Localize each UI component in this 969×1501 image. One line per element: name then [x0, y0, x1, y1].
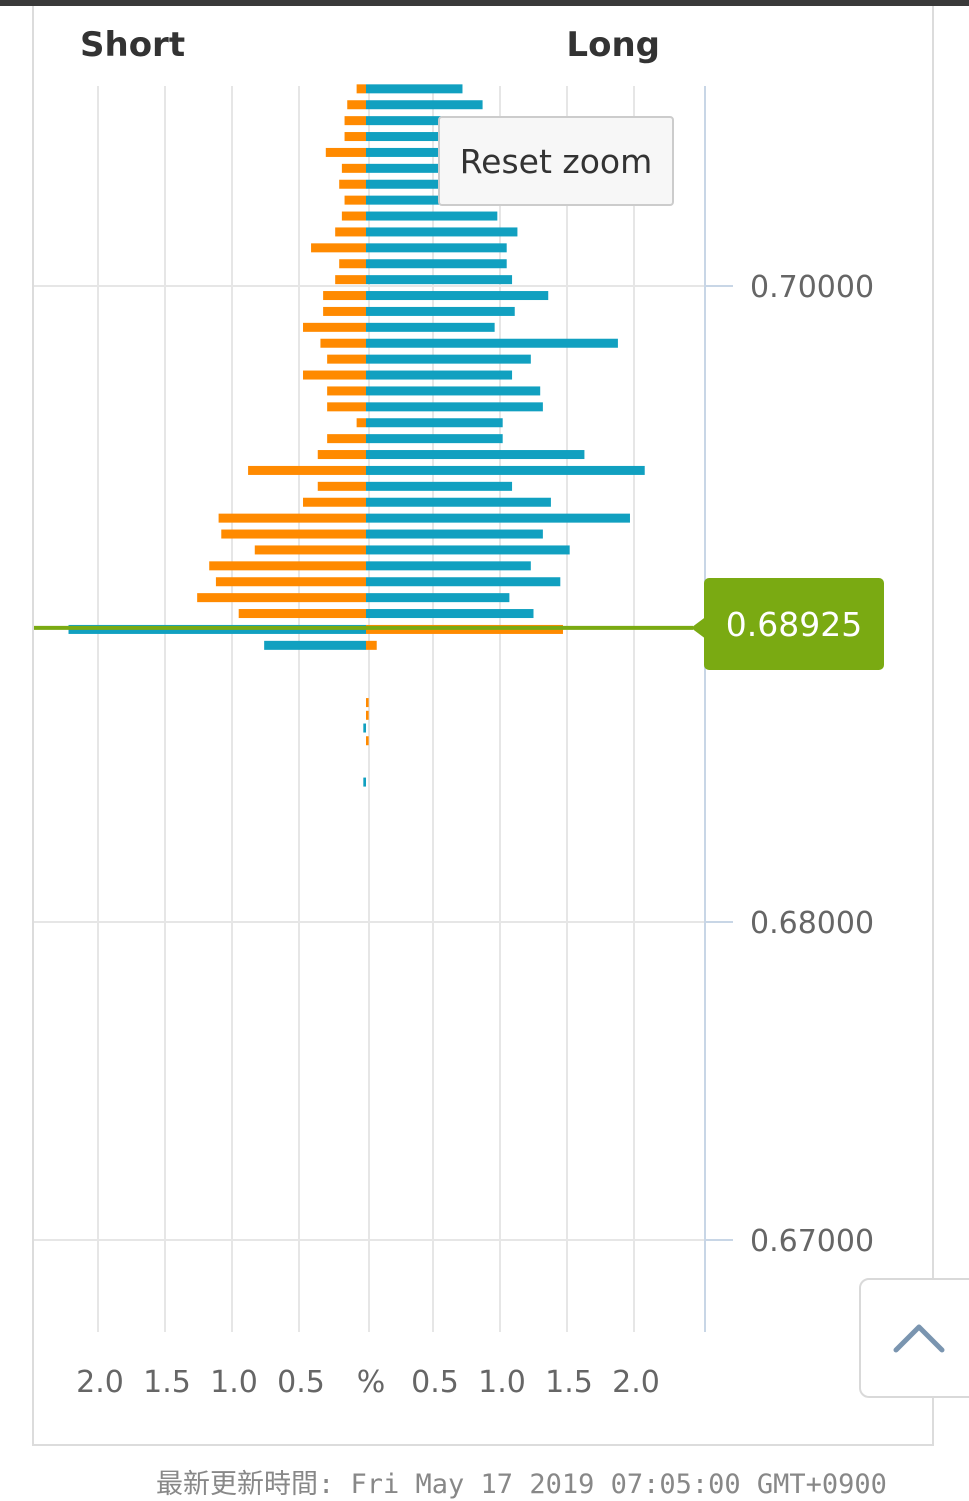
- scroll-top-button[interactable]: [859, 1278, 969, 1398]
- short-bar: [215, 577, 366, 587]
- short-bar: [320, 338, 366, 348]
- short-bar: [341, 163, 366, 173]
- long-bar: [366, 275, 513, 285]
- last-updated-text: 最新更新時間: Fri May 17 2019 07:05:00 GMT+090…: [156, 1469, 887, 1500]
- long-bar: [366, 163, 447, 173]
- x-tick-label: 1.5: [143, 1365, 191, 1400]
- long-bar: [366, 291, 549, 301]
- short-bar: [363, 723, 366, 733]
- x-tick-label: 1.0: [478, 1365, 526, 1400]
- reset-zoom-button[interactable]: Reset zoom: [438, 116, 674, 206]
- long-bar: [366, 609, 534, 619]
- short-header-label: Short: [80, 25, 185, 65]
- long-bar: [366, 179, 451, 189]
- short-bar: [327, 434, 366, 444]
- long-bar: [366, 227, 518, 237]
- short-bar: [209, 561, 366, 571]
- current-price-tag: 0.68925: [704, 578, 884, 670]
- long-bar: [366, 529, 543, 539]
- long-bar: [366, 513, 630, 523]
- long-bar: [366, 402, 543, 412]
- short-bar: [317, 481, 366, 491]
- short-bar: [327, 354, 366, 364]
- x-tick-label: 1.5: [545, 1365, 593, 1400]
- long-bar: [366, 84, 463, 94]
- y-tick-label: 0.67000: [750, 1224, 874, 1259]
- x-tick-label: 0.5: [277, 1365, 325, 1400]
- short-bar: [344, 116, 366, 126]
- short-bar: [323, 306, 366, 316]
- y-tick-label: 0.68000: [750, 906, 874, 941]
- x-tick-label: 0.5: [411, 1365, 459, 1400]
- chevron-up-icon: [893, 1324, 945, 1353]
- long-bar: [366, 593, 510, 603]
- short-bar: [254, 545, 366, 555]
- short-bar: [218, 513, 366, 523]
- long-bar: [366, 434, 503, 444]
- long-bar: [366, 386, 541, 396]
- long-bar: [366, 243, 507, 253]
- short-bar: [311, 243, 366, 253]
- short-bar: [197, 593, 366, 603]
- short-bar: [248, 465, 366, 475]
- short-bar: [335, 275, 366, 285]
- long-bar: [366, 698, 369, 708]
- long-bar: [366, 545, 570, 555]
- long-bar: [366, 116, 442, 126]
- order-book-chart: 2.0 1.5 1.0 0.5% 0.5 1.0 1.5 2.0 0.70000 0.68000 0…: [34, 25, 874, 1400]
- long-bar: [366, 322, 495, 332]
- top-bar: [0, 0, 969, 6]
- x-tick-label: 2.0: [76, 1365, 124, 1400]
- short-bar: [303, 370, 366, 380]
- long-bar: [366, 497, 551, 507]
- short-bar: [356, 84, 366, 94]
- short-bar: [327, 402, 366, 412]
- short-bar: [344, 195, 366, 205]
- short-bar: [264, 640, 366, 650]
- long-bar: [366, 354, 531, 364]
- long-bar: [366, 306, 515, 316]
- long-bar: [366, 561, 531, 571]
- short-bar: [363, 777, 366, 787]
- long-bar: [366, 450, 585, 460]
- long-bar: [366, 418, 503, 428]
- short-bar: [339, 179, 366, 189]
- chart-card: [32, 6, 934, 1446]
- long-bar: [366, 640, 377, 650]
- short-bar: [356, 418, 366, 428]
- long-bar: [366, 100, 483, 110]
- x-tick-label: %: [357, 1365, 386, 1400]
- y-tick-label: 0.70000: [750, 270, 874, 305]
- long-bar: [366, 195, 442, 205]
- short-bar: [323, 291, 366, 301]
- short-bar: [347, 100, 366, 110]
- long-header-label: Long: [566, 25, 660, 65]
- long-bar: [366, 211, 498, 221]
- short-bar: [335, 227, 366, 237]
- long-bar: [366, 147, 460, 157]
- short-bar: [303, 322, 366, 332]
- long-bar: [366, 132, 447, 142]
- long-bar: [366, 577, 561, 587]
- short-bar: [344, 132, 366, 142]
- long-bar: [366, 259, 507, 269]
- short-bar: [341, 211, 366, 221]
- short-bar: [327, 386, 366, 396]
- long-bar: [366, 465, 645, 475]
- long-bar: [366, 736, 369, 746]
- short-bar: [303, 497, 366, 507]
- short-bar: [325, 147, 366, 157]
- long-bar: [366, 481, 513, 491]
- short-bar: [339, 259, 366, 269]
- short-bar: [221, 529, 366, 539]
- short-bar: [317, 450, 366, 460]
- short-bar: [238, 609, 366, 619]
- current-price-pointer: [691, 615, 707, 640]
- x-tick-label: 2.0: [612, 1365, 660, 1400]
- long-bar: [366, 338, 618, 348]
- long-bar: [366, 370, 513, 380]
- long-bar: [366, 710, 369, 720]
- x-tick-label: 1.0: [210, 1365, 258, 1400]
